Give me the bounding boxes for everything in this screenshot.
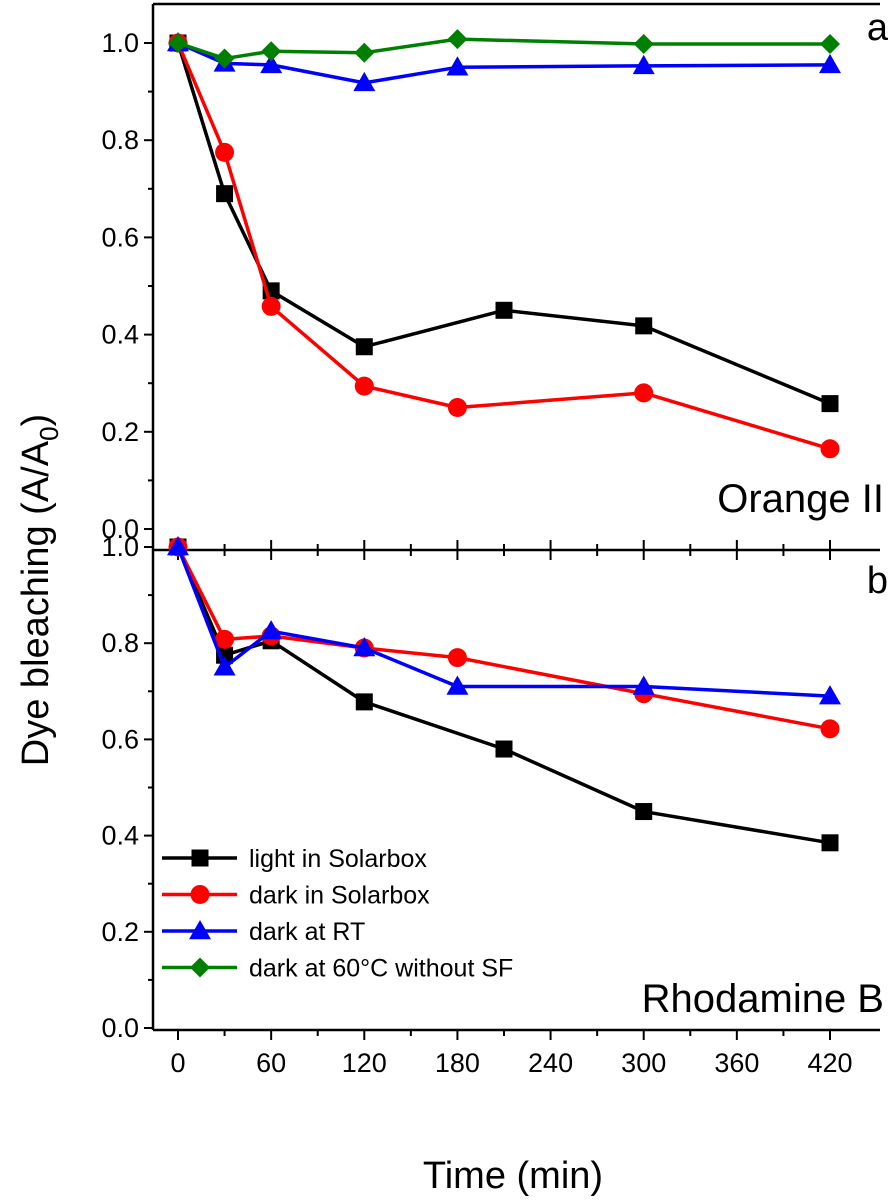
y-tick-label: 0.4 xyxy=(101,821,139,851)
legend-label: dark at 60°C without SF xyxy=(249,955,513,983)
data-point-diamond xyxy=(354,42,375,63)
series-circle xyxy=(168,33,840,459)
x-tick-label: 300 xyxy=(621,1048,666,1078)
y-axis-title-subscript: 0 xyxy=(34,426,64,440)
data-point-circle xyxy=(447,648,467,668)
legend-label: dark in Solarbox xyxy=(249,882,430,910)
data-point-circle xyxy=(261,296,281,316)
series-diamond xyxy=(168,29,840,69)
data-point-diamond xyxy=(447,29,468,50)
data-point-diamond xyxy=(820,33,840,54)
legend-marker-square xyxy=(191,849,209,867)
data-point-square xyxy=(216,185,234,203)
data-point-triangle xyxy=(819,685,841,705)
legend-label: dark at RT xyxy=(249,918,365,946)
panel-letter: b xyxy=(867,560,888,602)
data-point-square xyxy=(355,693,373,711)
series-square xyxy=(169,34,839,413)
x-tick-label: 240 xyxy=(528,1048,573,1078)
data-point-triangle xyxy=(819,53,841,74)
x-tick-label: 420 xyxy=(807,1048,852,1078)
y-tick-label: 0.6 xyxy=(101,724,139,754)
x-tick-label: 360 xyxy=(714,1048,759,1078)
data-point-square xyxy=(821,834,839,852)
data-point-diamond xyxy=(168,33,188,53)
legend-marker-diamond xyxy=(190,957,210,978)
data-point-triangle xyxy=(632,54,655,75)
y-tick-label: 0.8 xyxy=(101,628,139,658)
panel-letter: a xyxy=(867,7,889,49)
series-line xyxy=(176,42,831,406)
data-point-circle xyxy=(820,439,840,459)
legend-item: dark in Solarbox xyxy=(162,882,430,910)
x-tick-label: 120 xyxy=(342,1048,387,1078)
data-point-circle xyxy=(447,398,467,417)
data-point-triangle xyxy=(213,656,236,676)
data-point-circle xyxy=(634,383,654,403)
data-point-square xyxy=(821,395,839,413)
data-point-square xyxy=(495,740,513,758)
y-tick-label: 0.6 xyxy=(101,222,139,252)
dye-name-label: Orange II xyxy=(717,477,884,521)
legend-item: dark at 60°C without SF xyxy=(162,955,513,983)
y-tick-label: 0.0 xyxy=(101,514,139,544)
data-point-triangle xyxy=(632,675,655,695)
y-tick-label: 0.2 xyxy=(101,917,139,947)
y-tick-label: 0.8 xyxy=(101,125,139,155)
data-point-triangle xyxy=(353,71,376,92)
data-point-circle xyxy=(215,629,235,649)
y-tick-label: 1.0 xyxy=(101,532,139,562)
data-point-triangle xyxy=(446,675,469,695)
data-point-diamond xyxy=(261,41,282,62)
x-tick-label: 60 xyxy=(256,1048,286,1078)
legend: light in Solarbox dark in Solarbox dark at… xyxy=(162,845,513,983)
y-tick-label: 0.2 xyxy=(101,417,139,447)
data-point-square xyxy=(355,338,373,356)
series-line xyxy=(176,546,831,698)
data-point-square xyxy=(635,317,653,335)
y-tick-label: 0.0 xyxy=(101,1013,139,1043)
legend-label: light in Solarbox xyxy=(249,845,427,873)
data-point-square xyxy=(635,803,653,821)
data-point-circle xyxy=(820,719,840,739)
y-tick-label: 0.4 xyxy=(101,320,139,350)
legend-item: dark at RT xyxy=(162,918,365,946)
y-axis-title-main: Dye bleaching (A/A xyxy=(15,440,57,766)
y-tick-label: 1.0 xyxy=(101,28,139,58)
dye-name-label: Rhodamine B xyxy=(642,977,884,1021)
series-square xyxy=(169,538,839,852)
x-tick-label: 180 xyxy=(435,1048,480,1078)
series-line xyxy=(176,42,831,451)
legend-marker-triangle xyxy=(189,920,211,940)
data-point-square xyxy=(495,301,513,319)
data-point-diamond xyxy=(214,48,235,69)
x-tick-label: 0 xyxy=(170,1048,185,1078)
data-point-circle xyxy=(354,376,374,396)
data-point-triangle xyxy=(353,637,376,657)
series-triangle xyxy=(167,536,841,705)
series-line xyxy=(176,546,831,845)
legend-item: light in Solarbox xyxy=(162,845,427,873)
panel-a-orange-ii: 0.0 0.2 0.4 0.6 0.8 1.0 a Orange II xyxy=(101,2,889,560)
data-point-triangle xyxy=(260,53,283,74)
data-point-triangle xyxy=(167,536,189,556)
data-point-triangle xyxy=(260,620,283,640)
data-point-circle xyxy=(215,142,235,162)
data-point-diamond xyxy=(633,33,654,54)
panel-b-rhodamine-b: 0.0 0.2 0.4 0.6 0.8 1.0 b Rhodamine B xyxy=(101,532,888,1043)
x-axis: 0 60 120 180 240 300 360 420 xyxy=(170,1030,853,1078)
y-axis-title: Dye bleaching (A/A0) xyxy=(15,414,64,766)
data-point-triangle xyxy=(446,56,469,76)
x-axis-title: Time (min) xyxy=(423,1155,603,1197)
y-axis-title-end: ) xyxy=(15,414,57,427)
legend-marker-circle xyxy=(190,885,210,904)
